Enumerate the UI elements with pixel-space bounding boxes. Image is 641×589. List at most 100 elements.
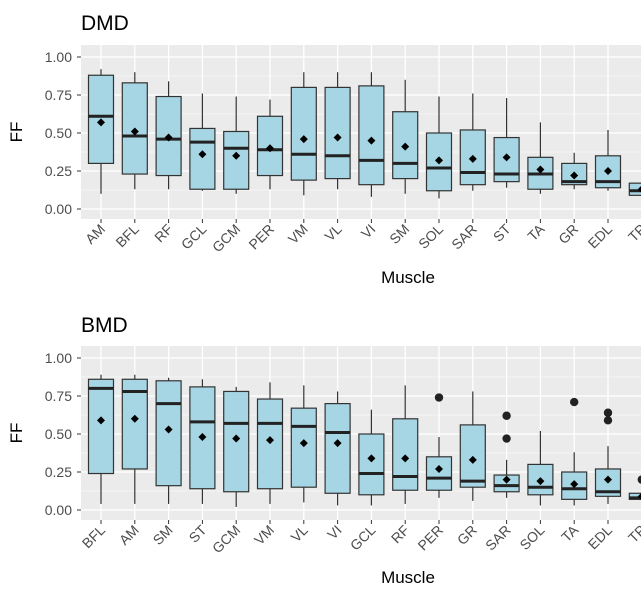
y-tick-label: 0.50: [45, 426, 72, 442]
box-body: [358, 85, 385, 186]
box-body: [223, 130, 250, 190]
x-tick-label: GCM: [209, 522, 243, 556]
box-body: [324, 86, 351, 180]
box-sm: [155, 377, 182, 504]
box-per: [425, 393, 453, 498]
chart-title: DMD: [81, 12, 129, 35]
mean-marker: [570, 171, 579, 180]
box-sar: [459, 93, 486, 191]
box-gr: [561, 152, 588, 190]
x-tick-label: GCL: [347, 522, 379, 554]
box-tp: [628, 182, 641, 196]
outlier-point: [434, 393, 444, 402]
box-am: [87, 69, 115, 194]
outlier-point: [502, 411, 511, 420]
box-sol: [527, 430, 554, 506]
box-rf: [392, 385, 419, 504]
x-tick-label: EDL: [585, 221, 616, 252]
box-st: [189, 379, 216, 504]
mean-marker: [435, 156, 443, 165]
box-body: [425, 456, 453, 491]
mean-marker: [333, 439, 342, 448]
x-tick-label: ST: [490, 220, 514, 244]
box-vi: [358, 72, 385, 197]
x-tick-label: VI: [324, 522, 345, 543]
x-tick-label: VI: [358, 221, 379, 242]
mean-marker: [536, 165, 545, 174]
chart-title: BMD: [81, 314, 128, 337]
box-vl: [290, 385, 317, 503]
x-tick-label: RF: [151, 221, 176, 246]
y-tick-label: 0.75: [45, 388, 72, 404]
mean-marker: [299, 135, 308, 144]
box-gcm: [223, 386, 250, 507]
mean-marker: [266, 144, 274, 153]
box-body: [87, 378, 115, 475]
x-axis-label: Muscle: [381, 568, 435, 587]
x-tick-label: TA: [524, 220, 548, 244]
x-tick-label: BFL: [79, 522, 109, 552]
mean-marker: [637, 186, 641, 193]
x-tick-label: VM: [251, 522, 277, 548]
box-body: [189, 127, 216, 190]
mean-marker: [130, 414, 139, 423]
mean-marker: [130, 127, 139, 136]
x-tick-label: TP: [625, 221, 641, 245]
x-tick-label: GR: [555, 221, 581, 247]
box-rf: [155, 81, 182, 190]
mean-marker: [536, 477, 545, 486]
y-tick-label: 1.00: [45, 350, 72, 366]
mean-marker: [468, 154, 477, 163]
mean-marker: [299, 439, 308, 448]
x-tick-label: SM: [150, 522, 176, 548]
box-body: [628, 492, 641, 500]
y-axis-label: FF: [7, 423, 26, 444]
box-gr: [459, 391, 486, 501]
outlier-point: [603, 416, 613, 425]
box-body: [324, 403, 351, 494]
x-tick-label: SM: [386, 221, 412, 247]
y-tick-label: 1.00: [45, 49, 72, 65]
mean-marker: [266, 436, 274, 445]
mean-marker: [502, 475, 511, 484]
y-tick-label: 0.25: [45, 464, 72, 480]
y-tick-label: 0.00: [45, 502, 72, 518]
x-tick-label: AM: [82, 221, 108, 247]
box-sol: [425, 96, 453, 199]
mean-marker: [198, 433, 207, 442]
x-tick-label: PER: [414, 522, 446, 554]
box-body: [290, 407, 317, 488]
x-tick-label: EDL: [585, 522, 616, 553]
box-body: [628, 182, 641, 196]
box-edl: [594, 408, 622, 504]
y-tick-label: 0.25: [45, 163, 72, 179]
x-tick-label: TP: [625, 522, 641, 546]
box-body: [290, 86, 317, 181]
box-am: [121, 374, 148, 504]
box-vm: [256, 382, 284, 504]
box-vl: [324, 72, 351, 190]
mean-marker: [570, 480, 579, 489]
box-vm: [290, 72, 317, 196]
y-axis-label: FF: [7, 122, 26, 143]
x-tick-label: GR: [454, 522, 480, 548]
x-tick-label: TA: [558, 521, 582, 545]
box-st: [493, 98, 520, 188]
outlier-point: [637, 475, 641, 484]
bmd-panel: BMD 0.00 0.25 0.50 0.75 1.00 FF BFL AM SM ST GCM VM V…: [7, 314, 641, 587]
outlier-point: [603, 408, 613, 417]
mean-marker: [198, 150, 207, 159]
box-sar: [493, 411, 520, 498]
x-tick-label: GCM: [209, 221, 243, 255]
mean-marker: [435, 464, 443, 473]
x-tick-label: RF: [388, 522, 413, 547]
x-tick-label: SOL: [415, 221, 446, 252]
outlier-point: [502, 434, 511, 443]
mean-marker: [97, 416, 105, 425]
y-tick-label: 0.50: [45, 125, 72, 141]
box-bfl: [87, 374, 115, 504]
x-tick-label: PER: [245, 221, 277, 253]
box-gcm: [223, 96, 250, 194]
box-gcl: [358, 409, 385, 506]
